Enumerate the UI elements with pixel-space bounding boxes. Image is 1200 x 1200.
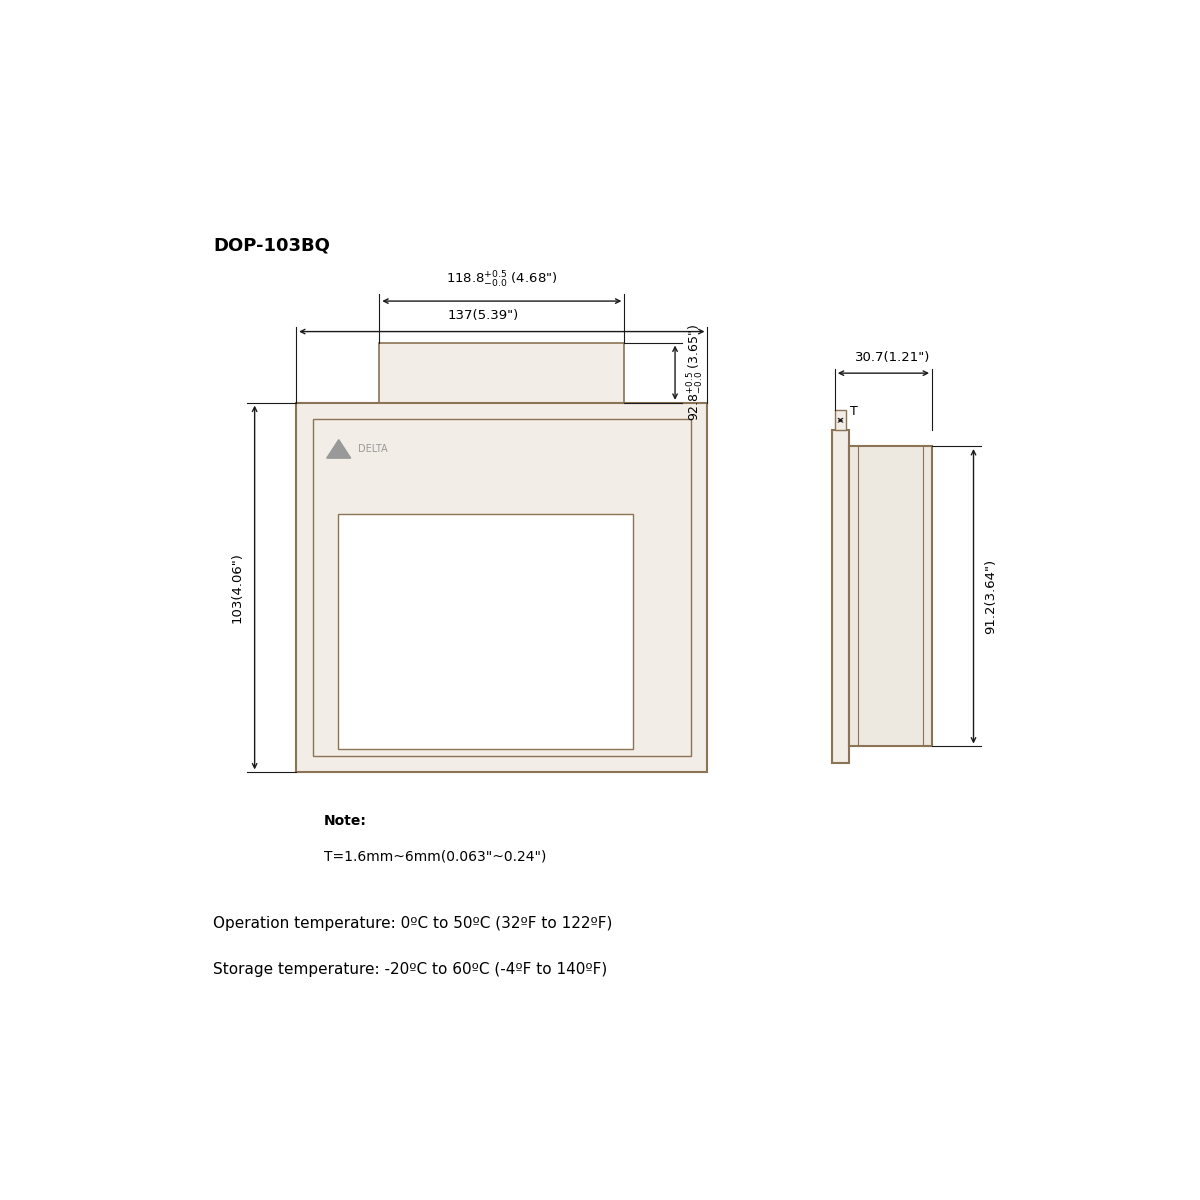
Bar bbox=[832, 431, 848, 763]
Bar bbox=[848, 446, 932, 746]
Text: 92.8$^{+0.5}_{-0.0}$ (3.65"): 92.8$^{+0.5}_{-0.0}$ (3.65") bbox=[686, 324, 707, 421]
Text: T=1.6mm~6mm(0.063"~0.24"): T=1.6mm~6mm(0.063"~0.24") bbox=[324, 850, 546, 863]
Polygon shape bbox=[326, 439, 350, 458]
Text: Storage temperature: -20ºC to 60ºC (-4ºF to 140ºF): Storage temperature: -20ºC to 60ºC (-4ºF… bbox=[214, 961, 607, 977]
Bar bbox=[338, 514, 634, 749]
Text: T: T bbox=[850, 404, 858, 418]
Text: 118.8$^{+0.5}_{-0.0}$ (4.68"): 118.8$^{+0.5}_{-0.0}$ (4.68") bbox=[446, 270, 558, 290]
Bar bbox=[835, 410, 846, 431]
Bar bbox=[296, 403, 708, 773]
Text: Note:: Note: bbox=[324, 814, 367, 828]
Bar bbox=[379, 343, 624, 403]
Bar bbox=[313, 419, 691, 756]
Text: 103(4.06"): 103(4.06") bbox=[230, 552, 244, 623]
Text: DOP-103BQ: DOP-103BQ bbox=[214, 236, 330, 254]
Text: Operation temperature: 0ºC to 50ºC (32ºF to 122ºF): Operation temperature: 0ºC to 50ºC (32ºF… bbox=[214, 916, 612, 930]
Text: 30.7(1.21"): 30.7(1.21") bbox=[854, 350, 930, 364]
Text: 91.2(3.64"): 91.2(3.64") bbox=[985, 559, 997, 634]
Text: DELTA: DELTA bbox=[358, 444, 388, 454]
Text: 137(5.39"): 137(5.39") bbox=[448, 310, 518, 323]
